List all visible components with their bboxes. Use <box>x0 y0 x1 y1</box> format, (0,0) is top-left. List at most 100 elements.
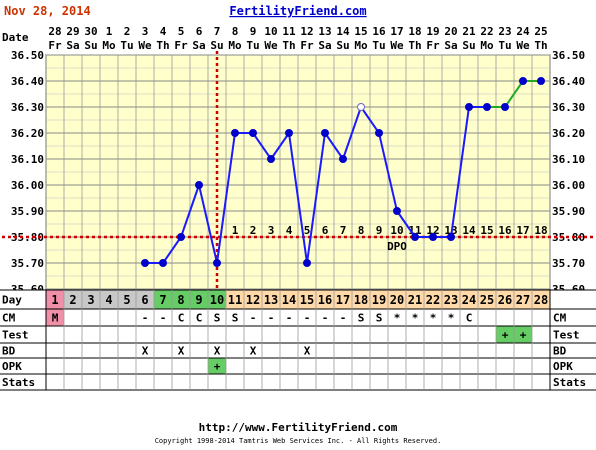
y-tick-label-left: 36.00 <box>11 179 44 192</box>
temp-point[interactable] <box>429 233 437 241</box>
dpo-number: 16 <box>498 224 512 237</box>
temp-point[interactable] <box>447 233 455 241</box>
temp-point[interactable] <box>177 233 185 241</box>
temp-point[interactable] <box>303 259 311 267</box>
temp-point[interactable] <box>465 103 473 111</box>
site-title[interactable]: FertilityFriend.com <box>229 4 366 18</box>
date-weekday: Fr <box>426 39 440 52</box>
footer-url[interactable]: http://www.FertilityFriend.com <box>199 421 398 434</box>
date-weekday: Sa <box>318 39 331 52</box>
temp-point[interactable] <box>195 181 203 189</box>
test-entry: + <box>502 329 509 342</box>
cycle-day-number: 11 <box>228 293 242 307</box>
temp-point[interactable] <box>393 207 401 215</box>
cycle-day-number: 13 <box>264 293 278 307</box>
date-number: 1 <box>106 25 113 38</box>
temp-point[interactable] <box>213 259 221 267</box>
date-weekday: Su <box>84 39 97 52</box>
temp-point[interactable] <box>375 129 383 137</box>
day-cell <box>334 290 352 309</box>
cm-entry: - <box>160 312 167 325</box>
temp-line-segment <box>216 132 236 264</box>
date-number: 17 <box>390 25 403 38</box>
temp-line-segment <box>360 106 380 134</box>
date-number: 5 <box>178 25 185 38</box>
opk-entry: + <box>214 360 221 373</box>
day-cell <box>154 290 172 309</box>
temp-point[interactable] <box>411 233 419 241</box>
date-number: 6 <box>196 25 203 38</box>
temp-point[interactable] <box>537 77 545 85</box>
date-weekday: Tu <box>120 39 133 52</box>
cm-entry: - <box>322 312 329 325</box>
temp-point[interactable] <box>141 259 149 267</box>
temp-point[interactable] <box>519 77 527 85</box>
cm-entry: - <box>142 312 149 325</box>
positive-opk-cell <box>208 358 226 374</box>
temp-line-segment <box>162 236 182 264</box>
temp-line-segment <box>270 132 290 160</box>
cycle-day-number: 7 <box>159 293 166 307</box>
temp-point[interactable] <box>501 103 509 111</box>
day-cell <box>406 290 424 309</box>
temp-point[interactable] <box>339 155 347 163</box>
day-cell <box>352 290 370 309</box>
row-label-stats: Stats <box>2 376 35 389</box>
temp-point[interactable] <box>483 103 491 111</box>
temp-point[interactable] <box>159 259 167 267</box>
temp-point[interactable] <box>249 129 257 137</box>
cm-entry: - <box>340 312 347 325</box>
temp-point[interactable] <box>285 129 293 137</box>
date-weekday: Sa <box>444 39 457 52</box>
row-label-cm-right: CM <box>553 312 567 325</box>
temp-point[interactable] <box>267 155 275 163</box>
cm-entry: - <box>304 312 311 325</box>
date-weekday: Su <box>462 39 475 52</box>
dpo-number: 6 <box>322 224 329 237</box>
dpo-number: 1 <box>232 224 239 237</box>
date-weekday: Mo <box>354 39 368 52</box>
date-number: 8 <box>232 25 239 38</box>
cm-entry: C <box>178 312 185 325</box>
footer-copyright: Copyright 1998-2014 Tamtris Web Services… <box>155 437 442 445</box>
cycle-day-number: 15 <box>300 293 314 307</box>
y-tick-label-left: 36.10 <box>11 153 44 166</box>
y-tick-label-right: 36.20 <box>552 127 585 140</box>
cm-entry: M <box>52 312 59 325</box>
date-weekday: Sa <box>192 39 205 52</box>
dpo-number: 4 <box>286 224 293 237</box>
row-label-opk-right: OPK <box>553 360 573 373</box>
temp-point[interactable] <box>231 129 239 137</box>
date-number: 19 <box>426 25 439 38</box>
temp-line-segment <box>288 132 308 264</box>
day-cell <box>280 290 298 309</box>
date-number: 30 <box>84 25 97 38</box>
cycle-day-number: 27 <box>516 293 530 307</box>
cm-entry: * <box>430 312 437 325</box>
row-label-bd: BD <box>2 345 16 358</box>
day-cell <box>316 290 334 309</box>
y-tick-label-left: 36.30 <box>11 101 44 114</box>
temp-point[interactable] <box>321 129 329 137</box>
temp-line-segment <box>198 184 218 264</box>
positive-test-cell <box>496 326 514 343</box>
day-cell <box>496 290 514 309</box>
dpo-label: DPO <box>387 240 407 253</box>
cm-entry: S <box>358 312 365 325</box>
temp-line-segment <box>504 80 524 108</box>
row-label-cm: CM <box>2 312 16 325</box>
date-weekday: We <box>264 39 278 52</box>
dpo-number: 12 <box>426 224 439 237</box>
day-cell <box>208 290 226 309</box>
cycle-day-number: 26 <box>498 293 512 307</box>
dpo-number: 10 <box>390 224 403 237</box>
cm-entry: C <box>196 312 203 325</box>
day-cell <box>118 290 136 309</box>
date-number: 22 <box>480 25 493 38</box>
date-weekday: Su <box>210 39 223 52</box>
y-tick-label-left: 36.40 <box>11 75 44 88</box>
date-number: 15 <box>354 25 367 38</box>
dpo-number: 3 <box>268 224 275 237</box>
temp-point[interactable] <box>357 103 365 111</box>
